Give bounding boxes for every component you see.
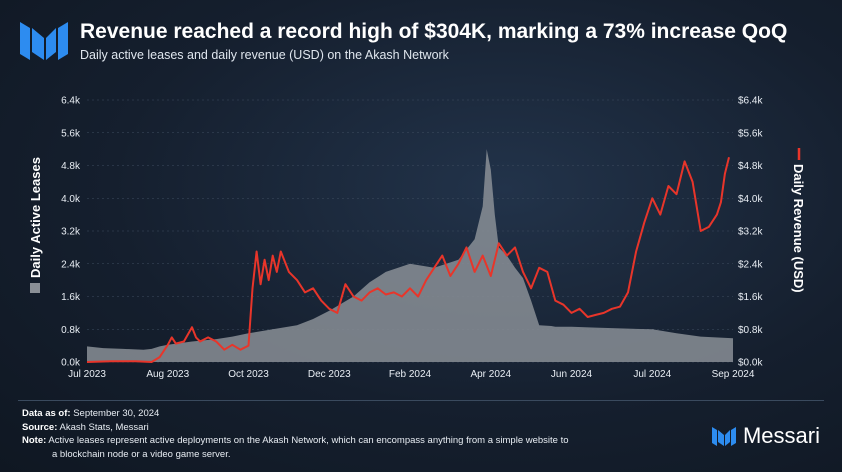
x-tick-label: Jul 2024 — [633, 369, 671, 380]
right-axis-legend: Daily Revenue (USD) — [791, 148, 806, 293]
left-tick-label: 0.8k — [61, 325, 81, 336]
left-tick-label: 4.0k — [61, 194, 81, 205]
brand-name: Messari — [742, 423, 820, 448]
data-as-of-value: September 30, 2024 — [73, 408, 160, 419]
source-label: Source: — [22, 421, 58, 433]
right-tick-label: $3.2k — [738, 227, 763, 238]
right-tick-label: $5.6k — [738, 128, 763, 139]
x-axis-ticks: Jul 2023 Aug 2023 Oct 2023 Dec 2023 Feb 2024… — [68, 369, 755, 380]
right-tick-label: $0.0k — [738, 358, 763, 369]
messari-small-logo-icon — [711, 426, 736, 446]
chart-title: Revenue reached a record high of $304K, … — [80, 20, 788, 43]
brand-lockup: Messari — [711, 423, 820, 449]
note-line: Note: Active leases represent active dep… — [22, 434, 569, 461]
chart-canvas: 0.0k 0.8k 1.6k 2.4k 3.2k 4.0k 4.8k 5.6k 6.4k $0.… — [28, 95, 806, 380]
revenue-line-series — [86, 157, 730, 363]
right-tick-label: $4.0k — [738, 194, 763, 205]
right-axis-title: Daily Revenue (USD) — [791, 164, 806, 293]
messari-logo-icon — [20, 22, 68, 60]
note-label: Note: — [22, 435, 47, 446]
footer-notes: Data as of: September 30, 2024 Source: A… — [22, 407, 569, 461]
x-tick-label: Oct 2023 — [228, 369, 269, 380]
source-line: Source: Akash Stats, Messari — [22, 421, 569, 435]
left-tick-label: 2.4k — [61, 259, 81, 270]
right-axis-ticks: $0.0k $0.8k $1.6k $2.4k $3.2k $4.0k $4.8k $5.6k… — [738, 96, 763, 369]
left-tick-label: 0.0k — [61, 358, 81, 369]
leases-area-series — [87, 149, 733, 362]
footer-divider — [18, 400, 824, 401]
right-tick-label: $4.8k — [738, 161, 763, 172]
left-axis-legend: Daily Active Leases — [28, 157, 43, 293]
left-tick-label: 3.2k — [61, 227, 81, 238]
leases-legend-swatch — [30, 283, 40, 293]
data-as-of-label: Data as of: — [22, 408, 71, 419]
x-tick-label: Aug 2023 — [146, 369, 189, 380]
left-tick-label: 1.6k — [61, 292, 81, 303]
data-as-of: Data as of: September 30, 2024 — [22, 407, 569, 421]
x-tick-label: Jun 2024 — [551, 369, 593, 380]
left-axis-title: Daily Active Leases — [28, 157, 43, 278]
left-tick-label: 5.6k — [61, 128, 81, 139]
x-tick-label: Jul 2023 — [68, 369, 106, 380]
left-axis-ticks: 0.0k 0.8k 1.6k 2.4k 3.2k 4.0k 4.8k 5.6k 6.4k — [61, 96, 81, 369]
x-tick-label: Sep 2024 — [712, 369, 755, 380]
right-tick-label: $0.8k — [738, 325, 763, 336]
chart-subtitle: Daily active leases and daily revenue (U… — [80, 48, 449, 62]
source-value: Akash Stats, Messari — [59, 421, 149, 433]
x-tick-label: Dec 2023 — [308, 369, 351, 380]
note-value-1: Active leases represent active deploymen… — [48, 435, 569, 446]
x-tick-label: Apr 2024 — [470, 369, 511, 380]
right-tick-label: $6.4k — [738, 96, 763, 107]
left-tick-label: 4.8k — [61, 161, 81, 172]
x-tick-label: Feb 2024 — [389, 369, 432, 380]
right-tick-label: $2.4k — [738, 259, 763, 270]
right-tick-label: $1.6k — [738, 292, 763, 303]
note-value-2: a blockchain node or a video game server… — [52, 448, 231, 460]
left-tick-label: 6.4k — [61, 96, 81, 107]
